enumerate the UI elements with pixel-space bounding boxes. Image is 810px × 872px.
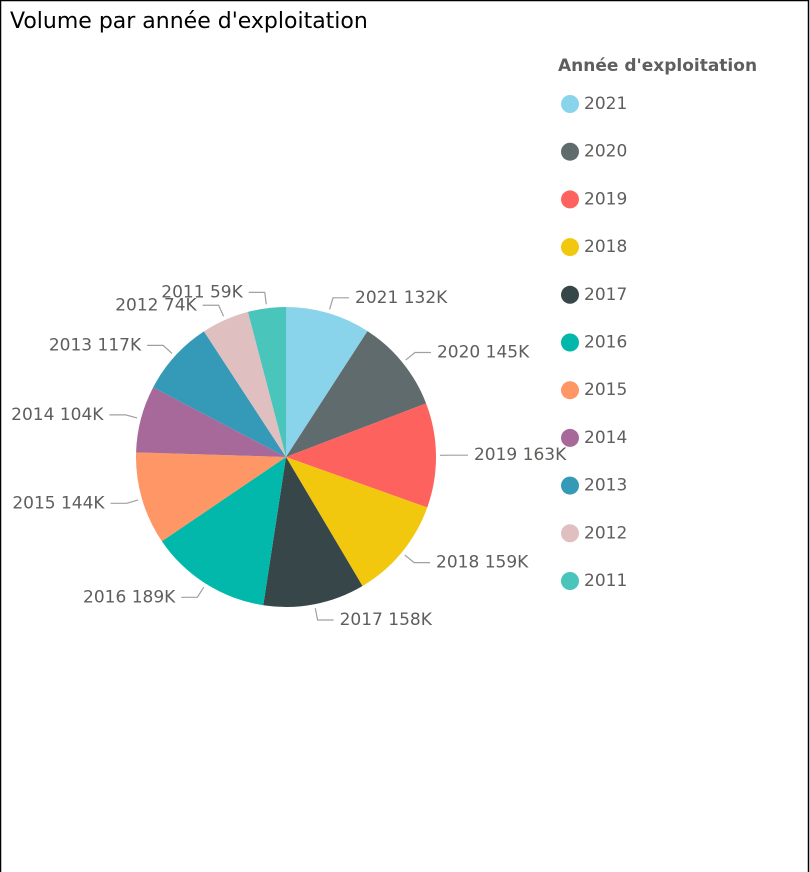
data-label-category: 2021 [355,288,398,308]
legend-marker [561,524,579,543]
pie-slice [203,311,286,457]
data-label-value: 163K [523,445,567,465]
data-label: 2018 159K [436,553,529,573]
data-label-category: 2012 [115,295,158,315]
pie-slice [136,452,286,542]
leader-line [405,351,431,361]
legend-marker [561,428,579,447]
leader-line [109,414,138,419]
data-label: 2015 144K [12,493,105,513]
data-label-value: 59K [210,282,244,302]
data-label-category: 2018 [436,553,479,573]
data-label-value: 117K [98,335,142,355]
data-label-category: 2016 [83,587,126,607]
leader-line [147,344,173,354]
legend-marker [561,142,579,161]
legend-marker [561,381,579,400]
pie-slice [286,457,428,587]
data-label: 2011 59K [161,282,243,302]
legend-label: 2012 [584,523,627,543]
legend-marker [561,285,579,304]
data-label-category: 2011 [161,282,204,302]
legend-label: 2011 [584,571,627,591]
pie-slice [263,457,363,607]
pie-slice [286,331,427,457]
leader-line [181,586,205,598]
pie-slice [136,387,286,457]
data-label-category: 2014 [11,405,54,425]
legend-label: 2014 [584,428,627,448]
legend-label: 2015 [584,380,627,400]
legend-label: 2020 [584,142,627,162]
data-label-value: 132K [404,288,448,308]
data-label: 2021 132K [355,288,448,308]
data-label-category: 2020 [437,342,480,362]
data-label: 2020 145K [437,342,530,362]
legend-label: 2017 [584,285,627,305]
chart-title: Volume par année d'exploitation [10,9,368,34]
data-label-value: 159K [485,553,529,573]
data-label-value: 104K [60,405,104,425]
data-label: 2013 117K [49,335,142,355]
leader-line [110,499,139,504]
data-label: 2016 189K [83,587,176,607]
legend-marker [561,95,579,113]
legend-marker [561,476,579,495]
legend-marker [561,238,579,257]
leader-line [314,608,334,621]
legend-label: 2021 [584,94,627,114]
data-label-value: 144K [61,493,105,513]
data-label: 2012 74K [115,295,197,315]
data-label-category: 2017 [340,610,383,630]
leader-line [248,291,267,305]
legend-label: 2016 [584,333,627,353]
data-label: 2019 163K [474,445,567,465]
data-label-value: 189K [132,587,176,607]
legend-label: 2013 [584,476,627,496]
pie-slice [153,331,286,457]
leader-line [202,304,225,317]
legend-label: 2018 [584,237,627,257]
legend-marker [561,333,579,352]
leader-line [329,297,350,310]
pie-slice [286,307,368,457]
legend-marker [561,572,579,590]
legend-title: Année d'exploitation [558,56,757,76]
data-label-value: 145K [486,342,530,362]
leader-line [404,554,431,564]
pie-slice [286,403,437,508]
data-label-category: 2013 [49,335,92,355]
legend-marker [561,190,579,209]
data-label-value: 74K [164,295,198,315]
data-label-value: 158K [388,610,432,630]
data-label: 2017 158K [340,610,433,630]
pie-slice [247,307,286,457]
pie-slice [161,457,286,606]
legend-label: 2019 [584,189,627,209]
data-label-category: 2019 [474,445,517,465]
data-label: 2014 104K [11,405,104,425]
data-label-category: 2015 [12,493,55,513]
